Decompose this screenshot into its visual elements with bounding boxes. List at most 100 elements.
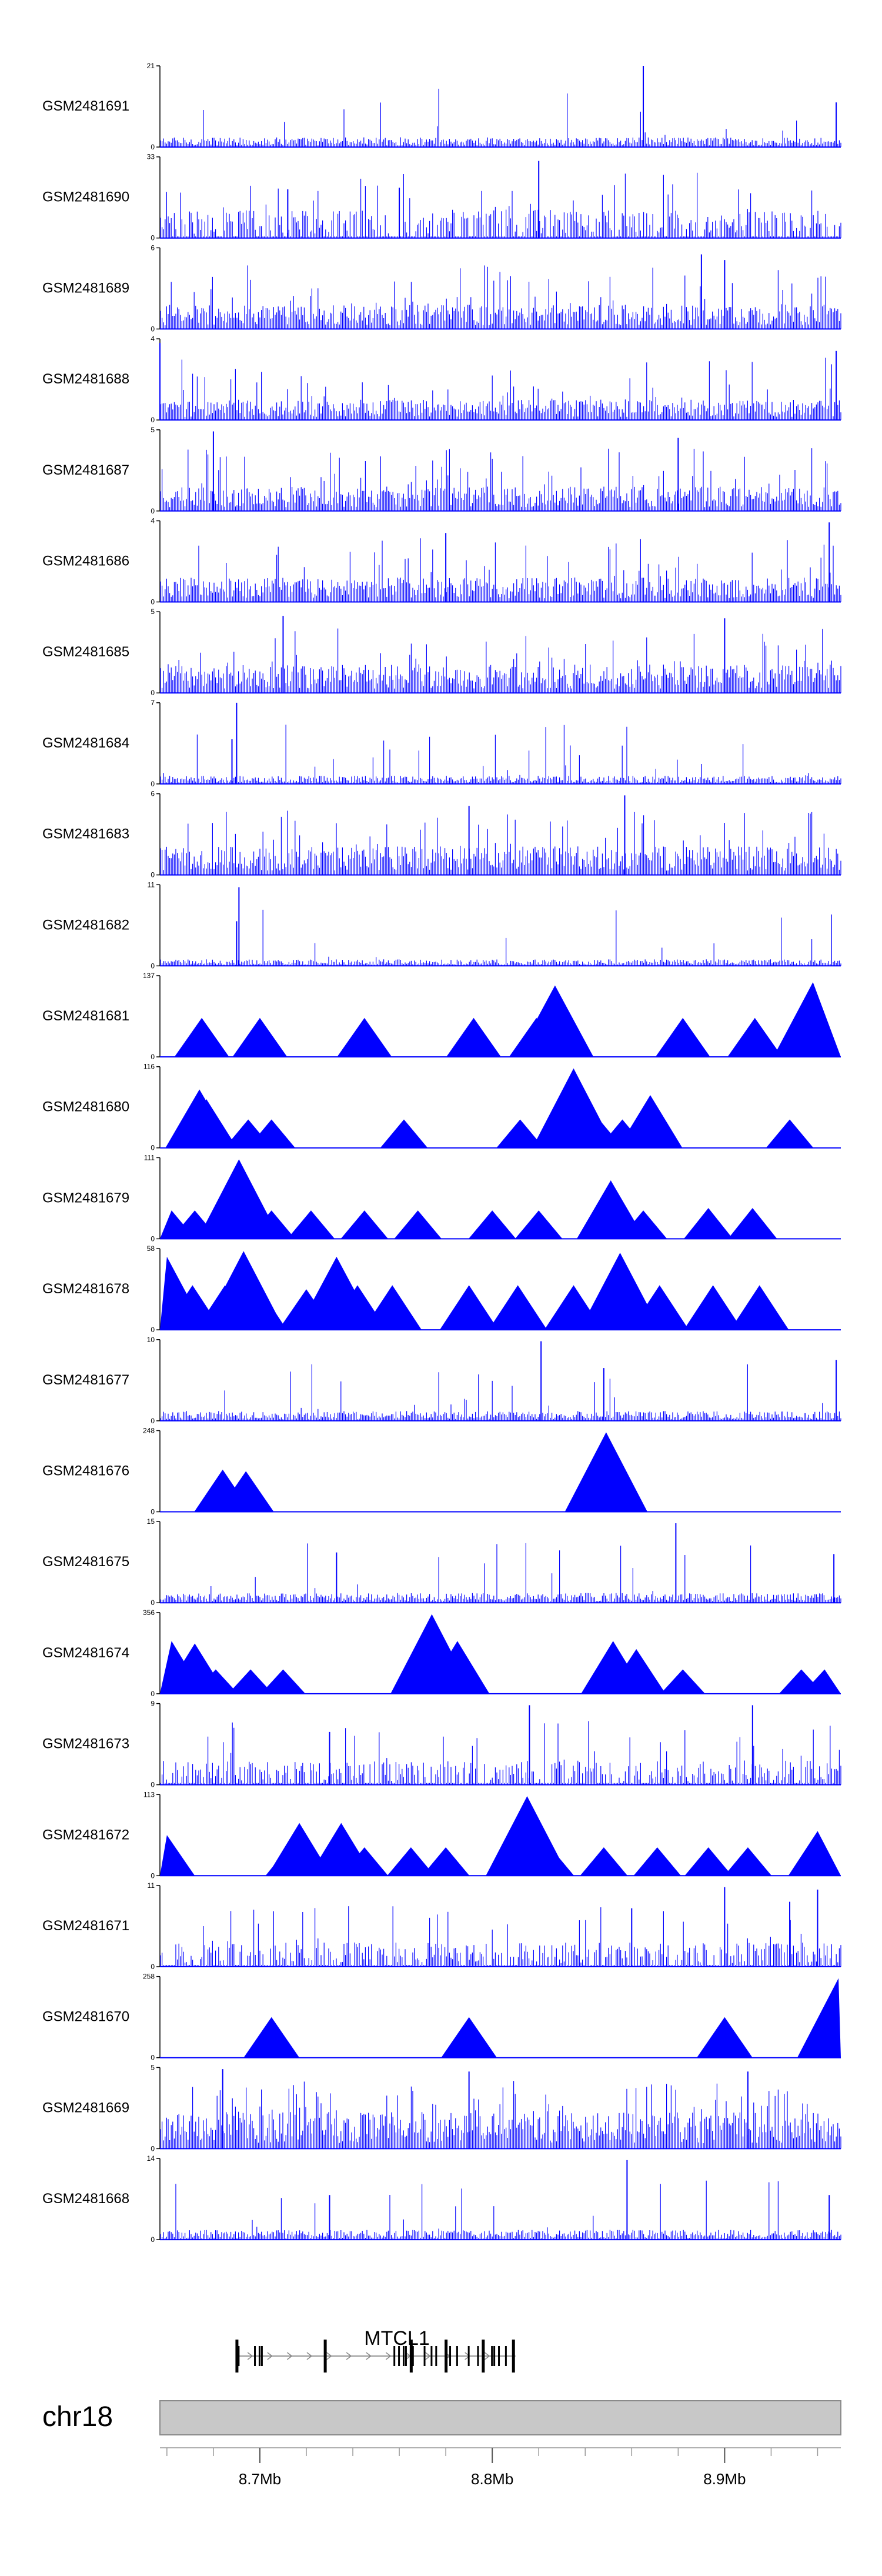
coverage-peak (514, 1210, 563, 1239)
y-max-label: 11 (148, 1881, 155, 1890)
coverage-peak (788, 1831, 841, 1876)
y-min-label: 0 (151, 962, 155, 970)
y-min-label: 0 (151, 143, 155, 151)
gene-exon (491, 2346, 493, 2366)
y-min-label: 0 (151, 1963, 155, 1971)
coverage-peak (728, 1207, 777, 1239)
track: GSM2481686 4 0 (42, 517, 841, 606)
gene-exon (467, 2346, 470, 2366)
y-min-label: 0 (151, 1326, 155, 1334)
x-tick-label: 8.7Mb (239, 2470, 281, 2488)
coverage-peak (607, 1649, 666, 1694)
strand-arrow (247, 2352, 253, 2360)
strand-arrow (326, 2352, 332, 2360)
gene-exon (412, 2346, 414, 2366)
coverage-signal (160, 448, 841, 511)
track: GSM2481679 111 0 (42, 1153, 841, 1243)
track: GSM2481680 116 0 (42, 1063, 841, 1152)
y-min-label: 0 (151, 1871, 155, 1880)
coverage-signal (160, 2180, 841, 2240)
track: GSM2481675 15 0 (42, 1517, 841, 1607)
y-min-label: 0 (151, 1599, 155, 1607)
track-name: GSM2481668 (42, 2191, 129, 2207)
coverage-peak (228, 1669, 273, 1694)
coverage-signal (160, 172, 841, 238)
track-name: GSM2481671 (42, 1918, 129, 1934)
track-name: GSM2481676 (42, 1463, 129, 1479)
track: GSM2481673 9 0 (42, 1700, 841, 1789)
track: GSM2481676 248 0 (42, 1427, 841, 1516)
coverage-peak (488, 1285, 547, 1330)
coverage-signal (160, 1906, 841, 1967)
track-name: GSM2481689 (42, 280, 129, 296)
track: GSM2481682 11 0 (42, 880, 841, 970)
strand-arrow (346, 2352, 352, 2360)
gene-exon (235, 2340, 239, 2373)
track: GSM2481684 7 0 (42, 699, 841, 788)
track: GSM2481689 6 0 (42, 243, 841, 333)
coverage-peak (243, 2017, 300, 2058)
track: GSM2481687 5 0 (42, 426, 841, 515)
x-tick-label: 8.8Mb (471, 2470, 513, 2488)
coverage-peak (468, 1210, 516, 1239)
coverage-signal (160, 265, 841, 329)
coverage-signal (160, 909, 841, 966)
track-name: GSM2481678 (42, 1281, 129, 1297)
gene-exon (405, 2346, 407, 2366)
coverage-peak (660, 1669, 706, 1694)
strand-arrow (306, 2352, 313, 2360)
coverage-peak (619, 1210, 667, 1239)
coverage-signal (160, 810, 841, 875)
y-min-label: 0 (151, 416, 155, 424)
coverage-peak (340, 1210, 389, 1239)
coverage-peak (441, 2017, 497, 2058)
track-name: GSM2481684 (42, 735, 129, 751)
gene-exon (435, 2346, 437, 2366)
coverage-peak (380, 1119, 428, 1148)
gene-exon (260, 2346, 263, 2366)
coverage-signal (160, 725, 841, 784)
track: GSM2481691 21 0 (42, 62, 841, 151)
coverage-peak (267, 1823, 332, 1876)
coverage-peak (516, 985, 594, 1057)
x-tick-label: 8.9Mb (703, 2470, 746, 2488)
coverage-peak (564, 1432, 648, 1512)
y-max-label: 7 (151, 699, 155, 707)
track: GSM2481685 5 0 (42, 608, 841, 697)
track-name: GSM2481685 (42, 644, 129, 660)
coverage-peak (387, 1847, 435, 1876)
coverage-peak (248, 1119, 296, 1148)
track: GSM2481677 10 0 (42, 1336, 841, 1425)
gene-exon (398, 2346, 400, 2366)
gene-label: MTCL1 (364, 2327, 429, 2350)
gene-exon (449, 2346, 452, 2366)
gene-exon (493, 2346, 496, 2366)
track-name: GSM2481681 (42, 1008, 129, 1024)
track-name: GSM2481675 (42, 1554, 129, 1570)
gene-exon (456, 2346, 458, 2366)
y-min-label: 0 (151, 1690, 155, 1698)
coverage-peak (218, 1471, 274, 1512)
coverage-peak (730, 1285, 789, 1330)
y-min-label: 0 (151, 507, 155, 515)
track-name: GSM2481673 (42, 1736, 129, 1752)
track-name: GSM2481682 (42, 917, 129, 933)
track: GSM2481671 11 0 (42, 1881, 841, 1971)
coverage-peak (248, 1210, 296, 1239)
chromosome-axis: chr18 8.7Mb 8.8Mb 8.9Mb (42, 2400, 841, 2488)
coverage-peak (198, 1159, 280, 1239)
gene-exon (512, 2340, 515, 2373)
track: GSM2481668 14 0 (42, 2154, 841, 2244)
y-min-label: 0 (151, 1053, 155, 1061)
y-min-label: 0 (151, 1234, 155, 1243)
y-min-label: 0 (151, 234, 155, 242)
track: GSM2481669 5 0 (42, 2063, 841, 2153)
track-name: GSM2481688 (42, 371, 129, 387)
coverage-signal (160, 88, 841, 147)
coverage-peak (696, 2017, 753, 2058)
y-max-label: 5 (151, 426, 155, 434)
coverage-peak (633, 1847, 681, 1876)
y-max-label: 58 (147, 1244, 155, 1253)
track: GSM2481672 113 0 (42, 1790, 841, 1880)
coverage-signal (160, 2081, 841, 2149)
